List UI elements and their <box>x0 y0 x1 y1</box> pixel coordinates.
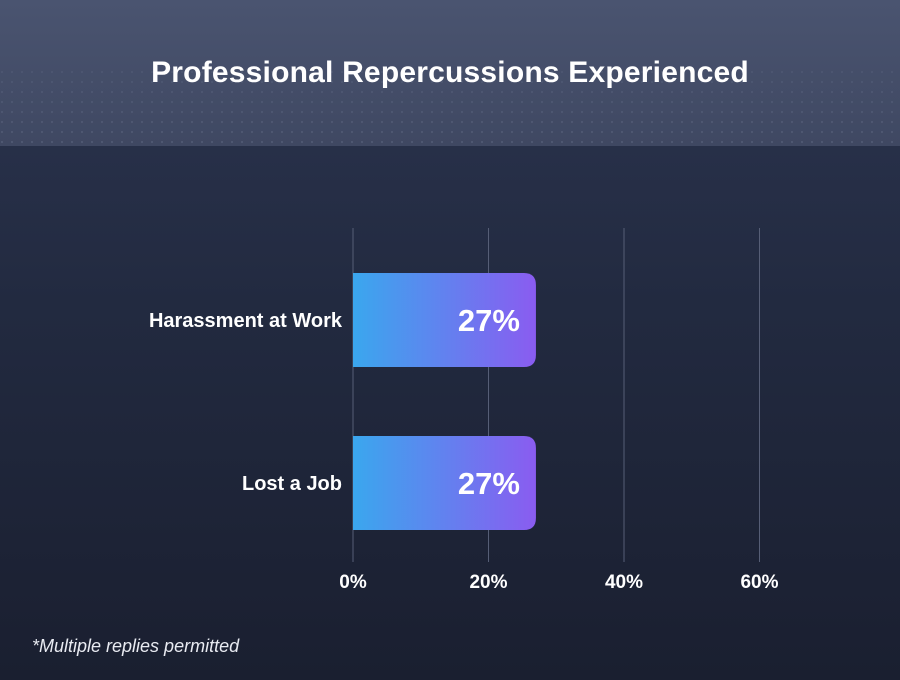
chart-title: Professional Repercussions Experienced <box>151 56 749 89</box>
category-label-1: Lost a Job <box>242 473 342 495</box>
bar-0 <box>353 273 536 367</box>
bar-chart: 27% 27% Harassment at Work Lost a Job 0% 20… <box>149 228 778 593</box>
header-pattern <box>0 70 900 146</box>
x-tick-label-0: 0% <box>339 572 367 593</box>
bar-value-label-0: 27% <box>458 303 520 338</box>
bars: 27% 27% <box>353 273 536 530</box>
x-tick-label-60: 60% <box>740 572 778 593</box>
footnote: *Multiple replies permitted <box>32 636 240 656</box>
bar-1 <box>353 436 536 530</box>
x-tick-label-20: 20% <box>469 572 507 593</box>
category-labels: Harassment at Work Lost a Job <box>149 310 343 495</box>
x-tick-label-40: 40% <box>605 572 643 593</box>
category-label-0: Harassment at Work <box>149 310 343 332</box>
x-axis-ticks: 0% 20% 40% 60% <box>339 572 778 593</box>
header-banner: Professional Repercussions Experienced <box>0 0 900 146</box>
bar-value-label-1: 27% <box>458 466 520 501</box>
